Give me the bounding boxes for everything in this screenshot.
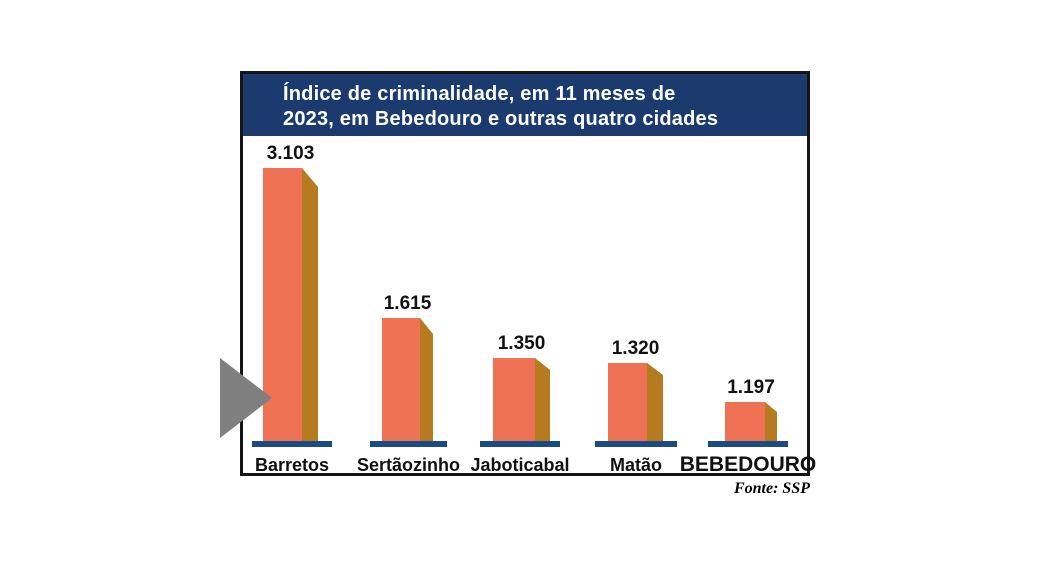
- bar-side-3d: [765, 402, 777, 441]
- bar: [493, 358, 535, 441]
- bar-side-3d: [302, 168, 318, 441]
- bar: [382, 318, 420, 441]
- bar-value-label: 1.350: [497, 333, 546, 354]
- bar-value-label: 1.197: [727, 377, 775, 398]
- bar-pedestal: [252, 441, 332, 447]
- chart-title-banner: Índice de criminalidade, em 11 meses de …: [243, 74, 807, 136]
- bar-side-3d: [647, 363, 663, 441]
- bar-category-label: Matão: [609, 455, 662, 475]
- chart-title: Índice de criminalidade, em 11 meses de …: [243, 74, 807, 132]
- bar-category-label: Jaboticabal: [470, 455, 570, 475]
- bar: [608, 363, 647, 441]
- bar-category-label: Barretos: [254, 455, 330, 475]
- bar-category-label: BEBEDOURO: [679, 453, 817, 476]
- bar-pedestal: [370, 441, 447, 447]
- bar-value-label: 1.320: [611, 338, 660, 359]
- bar-value-label: 3.103: [266, 143, 315, 164]
- bar-pedestal: [595, 441, 677, 447]
- chart-title-line1: Índice de criminalidade, em 11 meses de: [283, 83, 676, 105]
- source-credit: Fonte: SSP: [733, 480, 810, 497]
- bar-side-3d: [535, 358, 550, 441]
- bar-side-3d: [420, 318, 433, 441]
- chart-title-line2: 2023, em Bebedouro e outras quatro cidad…: [283, 108, 719, 130]
- bar: [263, 168, 302, 441]
- bar-pedestal: [708, 441, 788, 447]
- bar: [725, 402, 765, 441]
- bar-pedestal: [480, 441, 560, 447]
- bar-value-label: 1.615: [383, 293, 432, 314]
- bar-category-label: Sertãozinho: [356, 455, 460, 475]
